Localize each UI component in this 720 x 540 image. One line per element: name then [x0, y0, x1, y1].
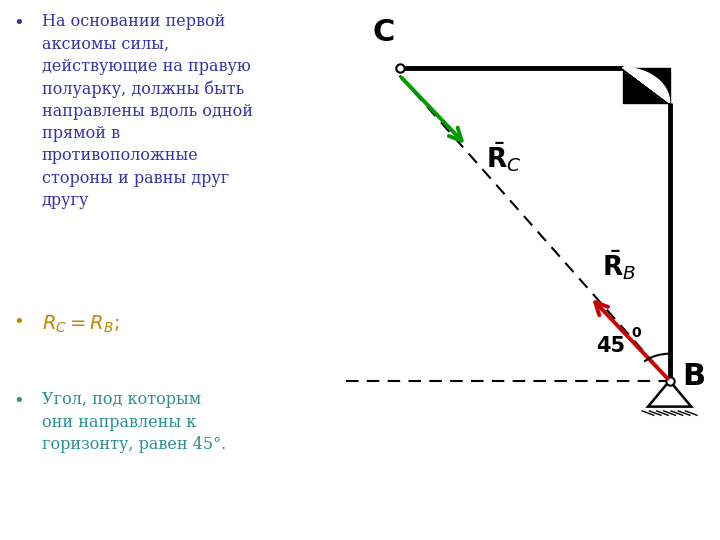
Polygon shape: [623, 68, 670, 103]
Text: 0: 0: [631, 326, 641, 340]
Text: •: •: [13, 392, 24, 409]
Text: $\mathbf{\bar{R}}_B$: $\mathbf{\bar{R}}_B$: [602, 248, 636, 281]
Text: •: •: [13, 313, 24, 331]
Text: Угол, под которым
они направлены к
горизонту, равен 45°.: Угол, под которым они направлены к гориз…: [42, 392, 226, 453]
Text: $\mathbf{\bar{R}}_C$: $\mathbf{\bar{R}}_C$: [486, 140, 522, 173]
Text: B: B: [682, 362, 705, 391]
Text: На основании первой
аксиомы силы,
действующие на правую
полуарку, должны быть
на: На основании первой аксиомы силы, действ…: [42, 14, 253, 209]
Text: C: C: [372, 18, 395, 47]
Text: 45: 45: [596, 335, 625, 356]
Polygon shape: [623, 68, 670, 103]
Text: •: •: [13, 14, 24, 31]
Text: $R_C = R_B$;: $R_C = R_B$;: [42, 313, 119, 334]
